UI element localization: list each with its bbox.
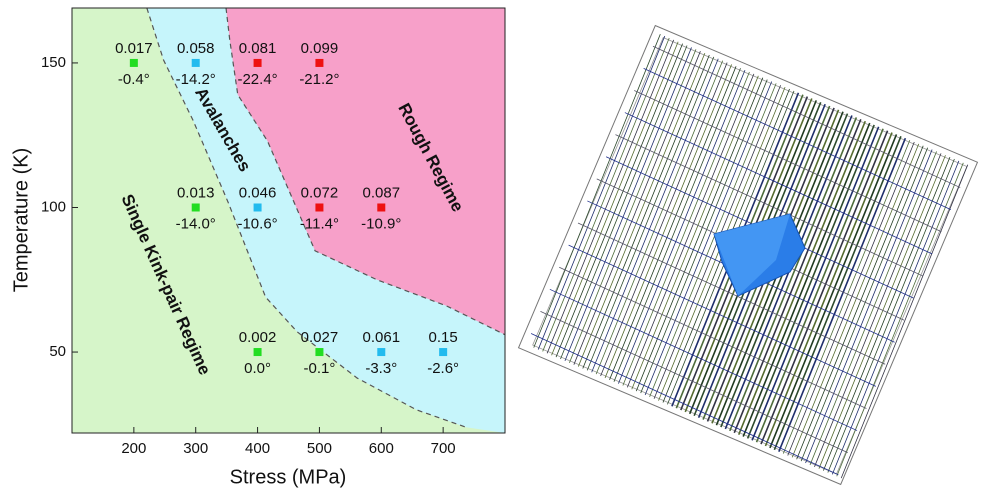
point-value: 0.15 <box>429 329 458 346</box>
point <box>439 348 447 356</box>
dislocation-line <box>533 36 671 349</box>
point-value: 0.058 <box>177 40 215 57</box>
point-value: 0.061 <box>363 329 401 346</box>
y-tick-label: 50 <box>49 343 66 360</box>
point <box>130 59 138 67</box>
dislocation-line <box>591 61 729 374</box>
y-axis-label: Temperature (K) <box>10 148 32 293</box>
x-tick-label: 500 <box>307 440 332 457</box>
dislocation-line <box>787 144 925 457</box>
dislocation-line <box>573 53 711 366</box>
dislocation-line <box>528 34 666 347</box>
point-angle: -11.4° <box>300 215 339 232</box>
point-angle: -14.2° <box>176 71 216 88</box>
point <box>192 59 200 67</box>
x-tick-label: 400 <box>245 440 270 457</box>
dislocation-line <box>577 55 715 368</box>
dislocation-line <box>822 159 960 472</box>
dislocation-line <box>782 142 920 455</box>
point-value: 0.081 <box>239 40 277 57</box>
point <box>254 348 262 356</box>
point-value: 0.087 <box>363 184 401 201</box>
dislocation-line <box>813 155 951 468</box>
dislocation-line <box>800 150 938 463</box>
dislocation-line <box>537 38 675 351</box>
point-angle: -22.4° <box>237 71 277 88</box>
x-tick-label: 700 <box>431 440 456 457</box>
page: {"chart_data": { "type": "scatter", "x_l… <box>0 0 981 494</box>
figure: Single Kink-pair RegimeAvalanchesRough R… <box>0 0 981 494</box>
dislocation-line <box>608 68 746 381</box>
dislocation-line <box>613 70 751 383</box>
dislocation-line <box>559 47 697 360</box>
dislocation-line <box>769 136 907 449</box>
dislocation-line <box>809 153 947 466</box>
dislocation-line <box>827 161 965 474</box>
point-angle: -10.9° <box>361 215 401 232</box>
x-axis-label: Stress (MPa) <box>230 466 347 488</box>
dislocation-line <box>555 46 693 359</box>
dislocation-line <box>582 57 720 370</box>
point <box>254 203 262 211</box>
point-value: 0.017 <box>115 40 153 57</box>
point-value: 0.072 <box>301 184 339 201</box>
point-value: 0.027 <box>301 329 339 346</box>
x-tick-label: 300 <box>183 440 208 457</box>
dislocation-line <box>527 333 842 474</box>
dislocation-line <box>805 151 943 464</box>
dislocation-line <box>791 146 929 459</box>
point-value: 0.013 <box>177 184 215 201</box>
point-value: 0.099 <box>301 40 339 57</box>
dislocation-line <box>537 311 852 452</box>
point-angle: -21.2° <box>299 71 339 88</box>
point-angle: 0.0° <box>244 360 271 377</box>
dislocation-line <box>551 44 689 357</box>
dislocation-rendering <box>519 26 978 485</box>
point-angle: -10.6° <box>237 215 277 232</box>
dislocation-line <box>778 140 916 453</box>
x-tick-label: 200 <box>121 440 146 457</box>
point <box>377 203 385 211</box>
point <box>377 348 385 356</box>
x-tick-label: 600 <box>369 440 394 457</box>
dislocation-line <box>600 64 738 377</box>
point-angle: -2.6° <box>427 360 459 377</box>
point-value: 0.046 <box>239 184 277 201</box>
dislocation-line <box>604 66 742 379</box>
point <box>315 59 323 67</box>
y-tick-label: 100 <box>41 198 66 215</box>
y-tick-label: 150 <box>41 54 66 71</box>
dislocation-line <box>564 49 702 362</box>
dislocation-line <box>546 289 861 430</box>
point <box>254 59 262 67</box>
point-angle: -0.1° <box>303 360 335 377</box>
dislocation-line <box>595 63 733 376</box>
point <box>315 203 323 211</box>
dislocation-line <box>764 134 902 447</box>
dislocation-line <box>773 138 911 451</box>
point-angle: -14.0° <box>176 215 216 232</box>
dislocation-line <box>542 40 680 353</box>
dislocation-line <box>818 157 956 470</box>
point-value: 0.002 <box>239 329 277 346</box>
dislocation-line <box>796 148 934 461</box>
dislocation-line <box>836 165 974 478</box>
dislocation-line <box>586 59 724 372</box>
point <box>192 203 200 211</box>
point-angle: -3.3° <box>365 360 397 377</box>
dislocation-line <box>649 46 964 187</box>
point-angle: -0.4° <box>118 71 150 88</box>
dislocation-line <box>546 42 684 355</box>
point <box>315 348 323 356</box>
